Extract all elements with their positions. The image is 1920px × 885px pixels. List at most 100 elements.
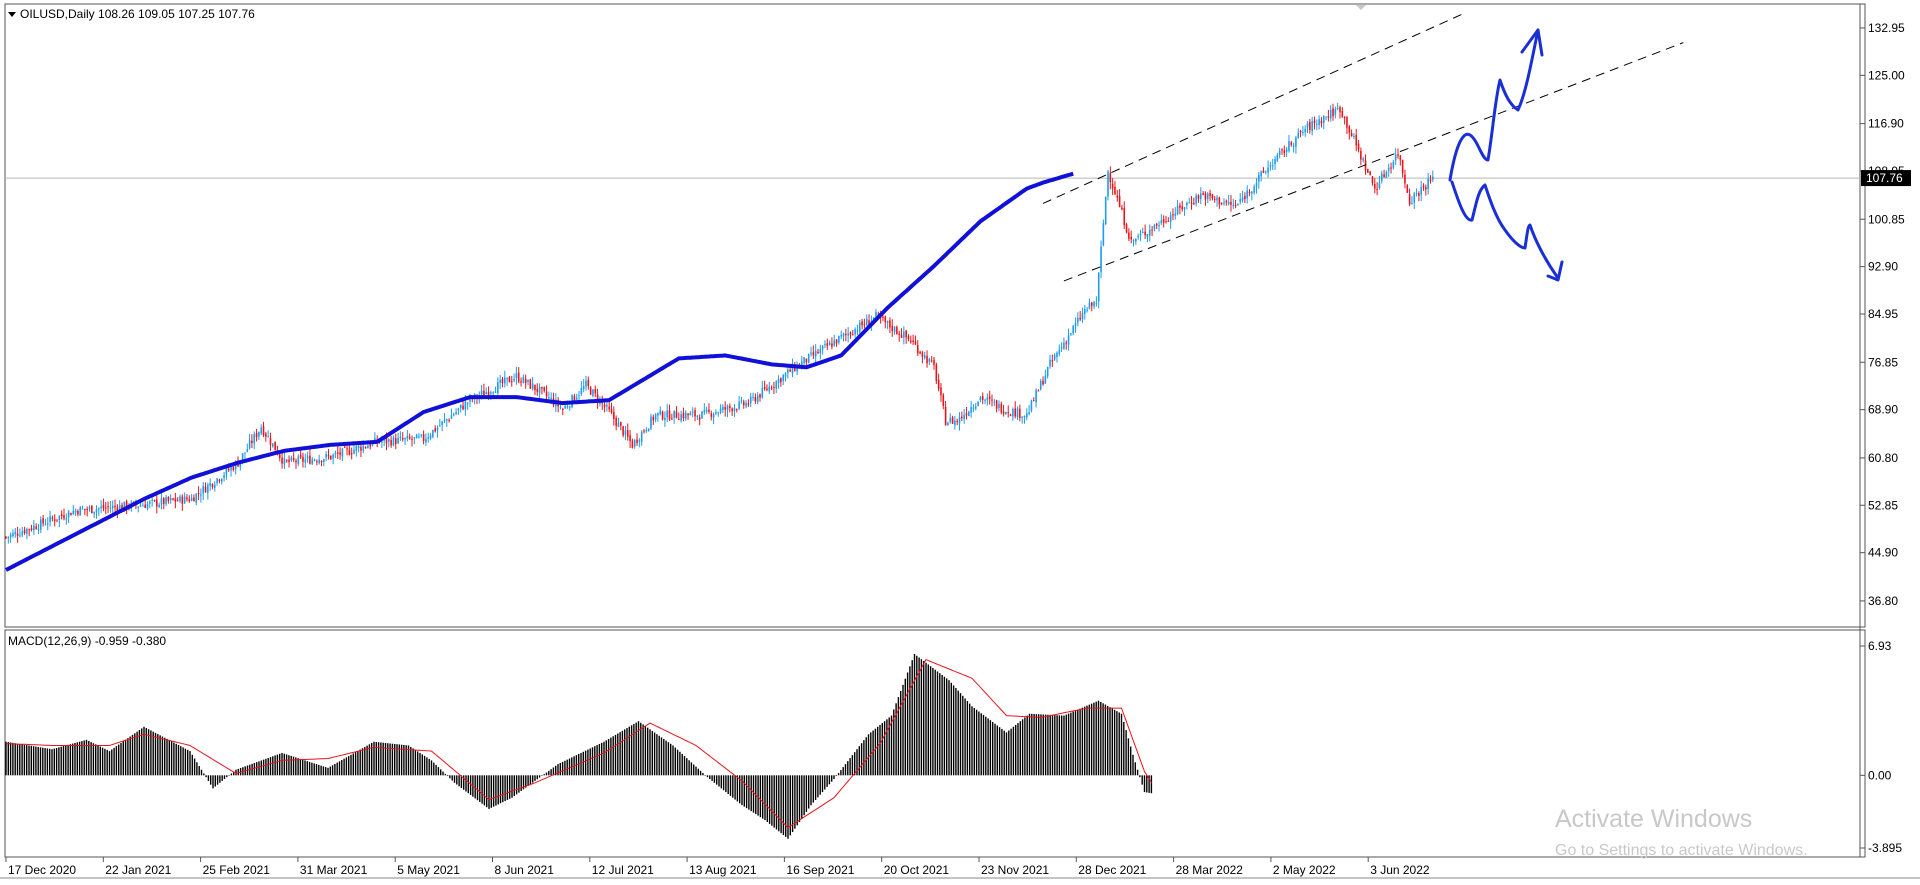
macd-bar (1095, 701, 1097, 776)
macd-bar (258, 761, 260, 776)
macd-bar (366, 745, 368, 776)
macd-bar (672, 745, 674, 776)
candle (452, 412, 455, 417)
macd-bar (157, 734, 159, 776)
macd-bar (948, 680, 950, 776)
macd-bar (971, 706, 973, 776)
macd-bar (980, 713, 982, 776)
macd-bar (690, 762, 693, 776)
candle (1239, 193, 1242, 205)
macd-bar (433, 762, 435, 776)
candle (1130, 230, 1132, 244)
macd-bar (596, 745, 598, 776)
channel-lower-line (1063, 42, 1684, 282)
macd-bar (325, 767, 327, 776)
macd-bar (1019, 721, 1021, 776)
candle (102, 498, 105, 512)
candle (622, 425, 624, 438)
macd-bar (1134, 762, 1136, 776)
candle (833, 334, 836, 347)
bearish-scenario-arrow (1450, 180, 1560, 280)
candle (617, 417, 620, 428)
macd-bar (189, 751, 191, 776)
macd-bar (1035, 714, 1038, 776)
macd-bar (499, 775, 502, 804)
candle (23, 526, 26, 535)
candle (689, 411, 692, 416)
candle (1153, 223, 1156, 232)
candle (1132, 238, 1135, 247)
candle (742, 399, 745, 409)
macd-bar (1116, 711, 1118, 776)
candle (1413, 192, 1416, 209)
macd-bar (1079, 708, 1081, 776)
macd-bar (952, 685, 955, 776)
macd-bar (637, 721, 640, 776)
candle (968, 410, 970, 417)
macd-bar (444, 773, 446, 776)
candle (200, 488, 202, 503)
candle (292, 452, 295, 463)
candle (93, 511, 95, 518)
macd-bar (207, 775, 210, 781)
candle (72, 504, 75, 516)
candle (624, 425, 627, 441)
macd-bar (297, 758, 299, 776)
candle (214, 481, 216, 492)
macd-bar (886, 719, 888, 776)
macd-bar (704, 775, 706, 776)
price-tick-label: 92.90 (1868, 260, 1898, 274)
macd-bar (801, 775, 803, 819)
candle (1100, 240, 1102, 279)
candle (176, 497, 179, 502)
macd-bar (946, 678, 948, 776)
macd-bar (1125, 730, 1127, 776)
candle (703, 403, 706, 415)
macd-bar (766, 775, 768, 822)
macd-bar (279, 753, 281, 776)
macd-bar (106, 749, 108, 776)
macd-bar (437, 767, 440, 776)
candle (907, 334, 910, 342)
candle (687, 413, 689, 420)
candle (719, 404, 722, 415)
macd-bar (32, 746, 35, 776)
candle (824, 340, 826, 349)
candle (905, 329, 907, 344)
macd-bar (1100, 701, 1102, 776)
candle (355, 445, 358, 457)
chart-shift-marker-icon[interactable] (1356, 5, 1366, 10)
hand-drawn-arrows (1448, 28, 1564, 282)
candle (759, 393, 761, 402)
candle (1060, 342, 1063, 352)
candle (1411, 196, 1413, 205)
candle (991, 394, 993, 407)
candle (248, 433, 251, 450)
macd-bar (1090, 703, 1093, 776)
macd-bar (228, 775, 230, 776)
macd-bar (814, 775, 817, 800)
macd-bar (269, 757, 272, 776)
candle (253, 431, 256, 450)
macd-bar (1136, 769, 1139, 776)
macd-bar (578, 754, 580, 776)
candle (840, 330, 842, 340)
candle (1378, 175, 1381, 190)
candle (1297, 128, 1300, 139)
macd-bar (177, 744, 180, 776)
candle (1026, 408, 1028, 421)
macd-bar (58, 747, 60, 776)
candle (747, 399, 750, 407)
macd-bar (874, 728, 877, 776)
time-tick-label: 22 Jan 2021 (105, 863, 171, 877)
menu-triangle-icon[interactable] (8, 12, 16, 17)
candle (993, 398, 996, 407)
macd-bar (398, 744, 400, 776)
candle (288, 455, 290, 468)
candle (418, 432, 420, 439)
macd-bar (141, 728, 143, 776)
macd-bar (748, 775, 750, 810)
candle (821, 345, 824, 355)
candle (1383, 169, 1385, 178)
macd-bar (152, 731, 154, 776)
